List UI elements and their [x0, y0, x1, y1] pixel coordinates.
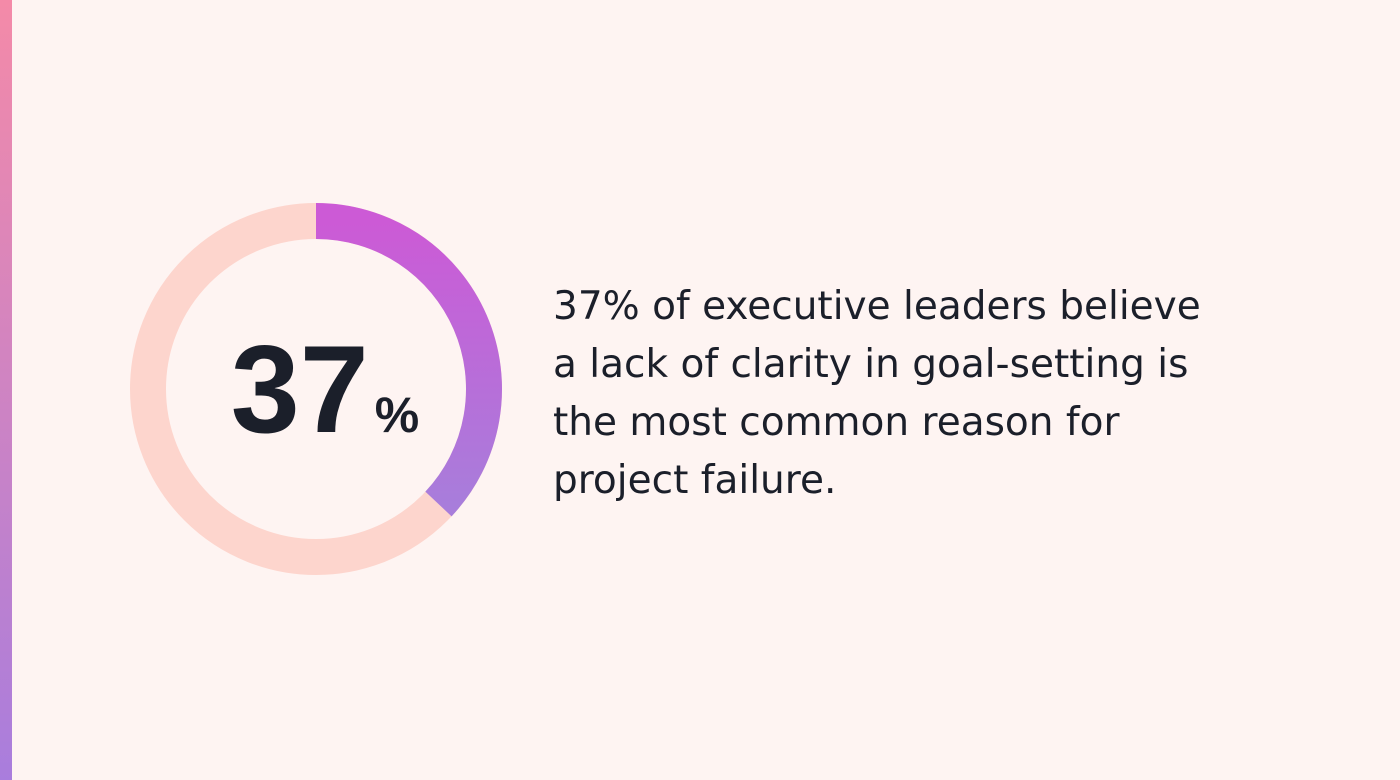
center-unit: % — [375, 387, 419, 443]
caption-line: a lack of clarity in goal-setting is — [553, 342, 1188, 387]
caption-line: project failure. — [553, 458, 836, 503]
donut-arc — [315, 203, 502, 517]
caption: 37% of executive leaders believe a lack o… — [553, 284, 1201, 503]
center-label: 37% — [231, 321, 419, 459]
caption-line: the most common reason for — [553, 400, 1120, 445]
donut — [130, 203, 502, 575]
center-value: 37 — [231, 321, 369, 459]
side-strip — [0, 0, 12, 780]
caption-line: 37% of executive leaders believe — [553, 284, 1201, 329]
